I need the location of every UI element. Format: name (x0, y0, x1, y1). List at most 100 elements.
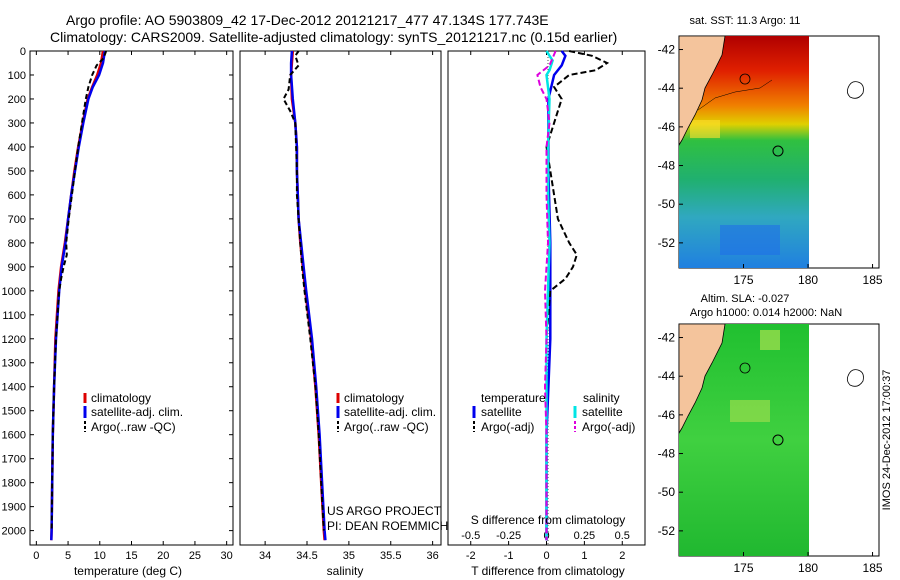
depth-tick-label: 900 (8, 262, 26, 274)
depth-tick-label: 2000 (2, 526, 26, 538)
new-zealand-coast (678, 323, 726, 435)
lon-tick-label: 185 (863, 273, 883, 287)
legend-t-argo-label: Argo(-adj) (481, 420, 534, 434)
legend-climatology-label: climatology (91, 391, 151, 405)
x-tick-label: 2 (619, 550, 625, 562)
lat-tick-label: -42 (658, 43, 676, 57)
lon-tick-label: 180 (798, 561, 818, 575)
legend-argo-label: Argo(..raw -QC) (91, 420, 176, 434)
x-tick-label: -1 (504, 550, 514, 562)
depth-tick-label: 300 (8, 118, 26, 130)
series-argo (50, 50, 108, 531)
lat-tick-label: -44 (658, 369, 676, 383)
legend-temperature-title: temperature (481, 391, 546, 405)
legend-t-satellite-label: satellite (481, 405, 522, 419)
x-tick-label: 10 (94, 550, 106, 562)
difference-panel: -2 -1 0 1 2-0.5 -0.25 0 0.25 0.5 S difference fr… (447, 50, 646, 578)
x-tick-label: 34.5 (296, 550, 317, 562)
lat-tick-label: -46 (658, 408, 676, 422)
x-tick-label: 1 (581, 550, 587, 562)
x-tick-label: 20 (157, 550, 169, 562)
depth-tick-label: 800 (8, 238, 26, 250)
x-tick-label: 30 (221, 550, 233, 562)
argo-float-marker (772, 434, 784, 446)
sla-high-patch (730, 400, 770, 422)
legend-satellite-label: satellite-adj. clim. (91, 405, 183, 419)
series-satellite (50, 50, 107, 541)
project-label: US ARGO PROJECT (327, 504, 442, 518)
salinity-axes-frame (239, 50, 442, 546)
depth-tick-label: 1900 (2, 502, 26, 514)
salinity-panel: 34 34.5 35 35.5 36 salinity climatology sate… (239, 50, 448, 578)
x-tick-label: 25 (189, 550, 201, 562)
sst-cold-patch (720, 225, 780, 255)
lon-tick-label: 185 (863, 561, 883, 575)
x-tick-label: 36 (427, 550, 439, 562)
new-zealand-coast (678, 35, 726, 147)
depth-tick-label: 1000 (2, 286, 26, 298)
series-s-satellite (545, 50, 554, 541)
legend-s-argo-label: Argo(-adj) (582, 420, 635, 434)
s-tick-label: 0.25 (574, 530, 595, 542)
depth-tick-label: 200 (8, 94, 26, 106)
lat-tick-label: -50 (658, 485, 676, 499)
depth-tick-label: 1400 (2, 382, 26, 394)
s-tick-label: 0.5 (615, 530, 630, 542)
temperature-axes-frame (29, 50, 234, 546)
lon-tick-label: 175 (734, 561, 754, 575)
imos-timestamp: IMOS 24-Dec-2012 17:00:37 (881, 370, 893, 511)
depth-tick-label: 100 (8, 70, 26, 82)
salinity-legend: climatology satellite-adj. clim. Argo(..… (336, 391, 436, 434)
x-tick-label: 0 (543, 550, 549, 562)
series-t-argo (545, 50, 610, 541)
x-tick-label: 35.5 (380, 550, 401, 562)
sla-map-panel: Altim. SLA: -0.027 Argo h1000: 0.014 h20… (658, 293, 883, 575)
pi-label: PI: DEAN ROEMMICH (327, 519, 448, 533)
x-tick-label: 34 (259, 550, 271, 562)
bounty-island-outline (846, 81, 864, 99)
chatham-island-marker (739, 362, 751, 374)
sst-map-title: sat. SST: 11.3 Argo: 11 (690, 15, 801, 27)
t-difference-label: T difference from climatology (471, 564, 625, 578)
header-line-1: Argo profile: AO 5903809_42 17-Dec-2012 … (66, 12, 549, 28)
s-difference-label: S difference from climatology (471, 513, 626, 527)
s-tick-label: -0.25 (496, 530, 521, 542)
header-line-2: Climatology: CARS2009. Satellite-adjuste… (50, 29, 618, 45)
depth-tick-label: 1800 (2, 478, 26, 490)
sla-map-subtitle: Argo h1000: 0.014 h2000: NaN (690, 307, 842, 319)
sst-depth-contour (697, 79, 773, 111)
sla-high-patch (760, 330, 780, 350)
legend-satellite-label: satellite-adj. clim. (344, 405, 436, 419)
lon-tick-label: 175 (734, 273, 754, 287)
x-tick-label: -2 (466, 550, 476, 562)
depth-tick-label: 1500 (2, 406, 26, 418)
depth-tick-label: 1100 (2, 310, 26, 322)
sst-warm-patch (690, 120, 720, 138)
depth-tick-label: 500 (8, 166, 26, 178)
sst-map-panel: sat. SST: 11.3 Argo: 11 175 180 185 -42 -44 -… (658, 15, 883, 287)
lat-tick-label: -52 (658, 524, 676, 538)
depth-tick-label: 400 (8, 142, 26, 154)
x-tick-label: 15 (125, 550, 137, 562)
argo-float-marker (772, 145, 784, 157)
lon-tick-label: 180 (798, 273, 818, 287)
temperature-xlabel: temperature (deg C) (74, 564, 182, 578)
temperature-legend: climatology satellite-adj. clim. Argo(..… (83, 391, 183, 434)
temperature-panel: 0100200300400500600700800900100011001200… (2, 46, 234, 578)
lat-tick-label: -46 (658, 120, 676, 134)
lat-tick-label: -48 (658, 159, 676, 173)
depth-tick-label: 1200 (2, 334, 26, 346)
depth-tick-label: 0 (20, 46, 26, 58)
chatham-island-marker (739, 73, 751, 85)
depth-tick-label: 1700 (2, 454, 26, 466)
x-tick-label: 35 (343, 550, 355, 562)
lat-tick-label: -44 (658, 81, 676, 95)
s-tick-label: -0.5 (461, 530, 480, 542)
x-tick-label: 0 (33, 550, 39, 562)
depth-tick-label: 1300 (2, 358, 26, 370)
legend-s-satellite-label: satellite (582, 405, 623, 419)
depth-tick-label: 600 (8, 190, 26, 202)
legend-salinity-title: salinity (583, 391, 620, 405)
depth-tick-label: 700 (8, 214, 26, 226)
